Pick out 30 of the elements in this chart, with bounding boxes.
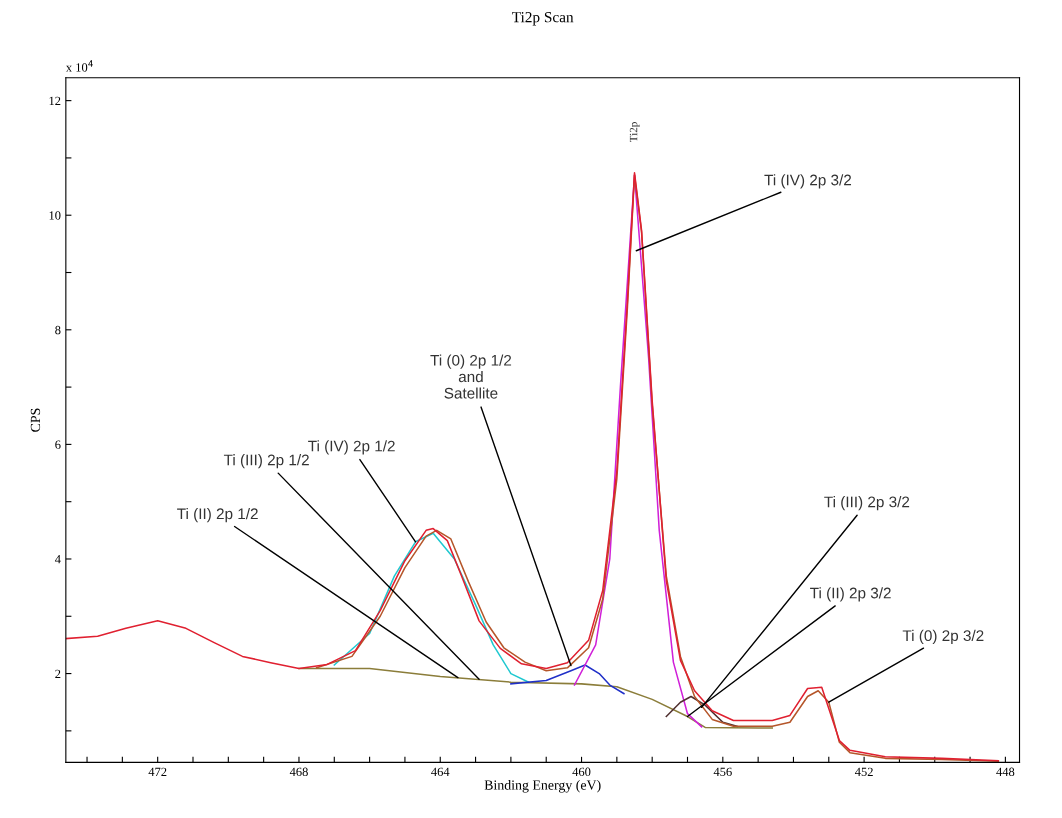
line-series [65, 172, 1000, 762]
annotation: Ti (III) 2p 3/2 [824, 496, 910, 511]
line-series [665, 695, 738, 728]
line-series [510, 664, 625, 695]
x-tick-label: 456 [713, 767, 732, 777]
text: x 10$^{4}$ [65, 60, 93, 72]
x-tick-label: 472 [148, 767, 167, 776]
y-tick-label: 4 [54, 555, 61, 564]
chart-title: Ti2p Scan [512, 12, 574, 26]
y-tick-label: 6 [55, 440, 61, 449]
y-tick-label: 8 [55, 325, 61, 335]
annotation: Ti (II) 2p 1/2 [177, 507, 258, 523]
annotation: Ti (IV) 2p 3/2 [764, 174, 852, 189]
x-axis-title: Binding Energy (eV) [484, 779, 601, 793]
annotation: Ti (IV) 2p 1/2 [308, 440, 395, 455]
x-tick-label: 452 [854, 767, 873, 777]
y-tick-label: 10 [49, 211, 61, 220]
x-tick-label: 464 [431, 767, 450, 777]
x-tick-label: 460 [572, 767, 591, 777]
y-axis-title: CPS [30, 408, 41, 432]
annotation: Ti (III) 2p 1/2 [223, 454, 309, 469]
annotation: Ti (0) 2p 1/2 and Satellite [430, 354, 512, 399]
line-series [333, 532, 530, 683]
annotation: Ti (II) 2p 3/2 [810, 587, 891, 602]
y-tick-label: 12 [49, 96, 61, 105]
annotation: Ti2p [629, 122, 640, 143]
y-tick-label: 2 [55, 669, 61, 678]
x-tick-label: 468 [289, 767, 308, 777]
x-tick-label: 448 [996, 767, 1015, 777]
annotation: Ti (0) 2p 3/2 [902, 629, 984, 645]
